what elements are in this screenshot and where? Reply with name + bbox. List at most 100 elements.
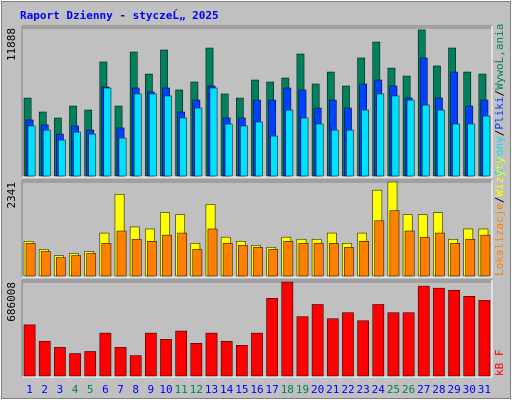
bar (296, 316, 309, 377)
x-tick-label: 15 (235, 383, 248, 396)
bar (192, 249, 203, 277)
x-tick-label: 12 (190, 383, 203, 396)
bar (118, 137, 127, 177)
bar (145, 332, 157, 377)
bar (23, 324, 36, 377)
bar (101, 243, 112, 277)
bar (88, 133, 97, 177)
bar (450, 243, 460, 277)
x-tick-label: 2 (41, 383, 48, 396)
bar (433, 287, 445, 377)
bar (270, 135, 278, 177)
bar (42, 129, 51, 177)
bar (103, 87, 112, 177)
bar (38, 340, 51, 377)
bar (207, 228, 218, 277)
bar (328, 243, 339, 277)
bar (268, 249, 278, 277)
x-tick-label: 13 (205, 383, 218, 396)
bar (421, 104, 430, 177)
bar (25, 243, 36, 277)
bar (179, 117, 188, 177)
bar (300, 117, 309, 177)
bar (372, 304, 385, 377)
x-tick-label: 22 (341, 383, 354, 396)
bar (240, 125, 248, 177)
bar (54, 347, 66, 377)
legend-entry: Strony (493, 136, 506, 176)
bar (99, 332, 112, 377)
bar (344, 247, 354, 277)
legend-entry: Lokalizacje (493, 203, 506, 276)
bar (389, 210, 400, 277)
bar (253, 247, 263, 277)
x-tick-label: 23 (357, 383, 370, 396)
bar (482, 115, 491, 177)
x-tick-label: 6 (102, 383, 109, 396)
bar (86, 253, 97, 277)
bar (283, 241, 294, 277)
bar (133, 93, 142, 177)
bar (361, 109, 369, 177)
bar (478, 300, 491, 377)
x-tick-label: 5 (87, 383, 94, 396)
bar (285, 109, 294, 177)
x-tick-label: 29 (447, 383, 460, 396)
bar (220, 340, 233, 377)
x-tick-label: 11 (175, 383, 188, 396)
chart-title: Raport Dzienny - styczeĹ„ 2025 (20, 9, 219, 22)
legend: Strony/Pliki/WywoĹ‚ania (493, 24, 506, 176)
bar (69, 353, 81, 377)
x-tick-label: 1 (26, 383, 33, 396)
bar (391, 95, 400, 177)
legend: Lokalizacje/Wizyty (493, 156, 506, 276)
bar (402, 312, 415, 377)
bar (435, 232, 445, 277)
bar (238, 245, 248, 277)
bar (419, 236, 430, 277)
bar (311, 304, 324, 377)
bar (315, 123, 324, 177)
y-tick-label: 11888 (5, 28, 18, 61)
legend-separator: / (493, 130, 506, 137)
x-tick-label: 14 (220, 383, 234, 396)
bar (326, 318, 339, 377)
bar (313, 243, 324, 277)
bar (346, 129, 354, 177)
x-tick-label: 20 (311, 383, 324, 396)
y-tick-label: 686008 (5, 282, 18, 322)
x-tick-label: 7 (117, 383, 124, 396)
bar (417, 285, 430, 377)
legend-entry: Wizyty (493, 156, 506, 196)
bar (222, 243, 233, 277)
bar (255, 121, 263, 177)
bar (357, 320, 369, 377)
bar (463, 296, 476, 377)
x-tick-label: 8 (132, 383, 139, 396)
bar (342, 312, 354, 377)
bar (387, 312, 400, 377)
x-tick-label: 17 (266, 383, 279, 396)
legend-entry: Pliki (493, 97, 506, 130)
bar (114, 347, 127, 377)
bar (147, 241, 157, 277)
bar (266, 298, 278, 377)
x-tick-label: 27 (417, 383, 430, 396)
bar (437, 109, 445, 177)
bar (164, 95, 172, 177)
x-tick-label: 24 (372, 383, 386, 396)
x-tick-label: 16 (250, 383, 263, 396)
bar (281, 281, 294, 377)
bar (116, 230, 127, 277)
bar (175, 330, 188, 377)
bar (406, 99, 415, 177)
bar (73, 131, 81, 177)
x-tick-label: 28 (432, 383, 445, 396)
x-tick-label: 31 (478, 383, 491, 396)
bar (160, 339, 172, 377)
x-tick-label: 4 (72, 383, 79, 396)
x-tick-label: 19 (296, 383, 309, 396)
